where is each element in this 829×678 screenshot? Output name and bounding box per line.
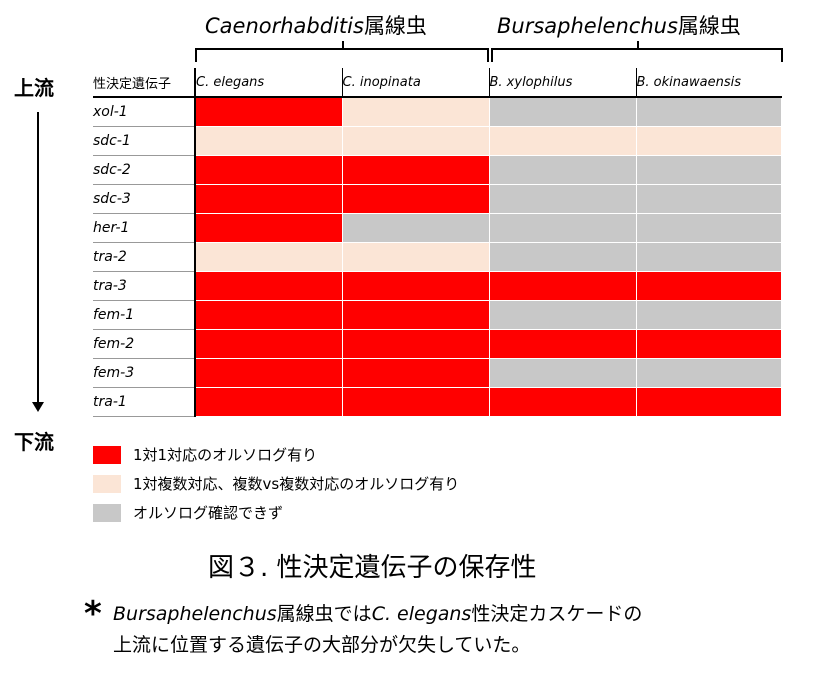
table-row: fem-3 xyxy=(93,358,782,388)
table-row: fem-2 xyxy=(93,329,782,359)
heatmap-cell-one-to-one xyxy=(635,271,782,301)
ortholog-heatmap: 性決定遺伝子 C. elegans C. inopinata B. xyloph… xyxy=(93,68,782,417)
heatmap-cell-many xyxy=(341,126,490,156)
heatmap-cell-none xyxy=(341,213,490,243)
heatmap-cell-many xyxy=(488,126,637,156)
legend-label: オルソログ確認できず xyxy=(133,504,284,522)
table-row: her-1 xyxy=(93,213,782,243)
heatmap-cell-one-to-one xyxy=(341,155,490,185)
heatmap-cell-none xyxy=(488,358,637,388)
gene-label: sdc-2 xyxy=(93,155,196,185)
legend-item: オルソログ確認できず xyxy=(93,498,459,527)
gene-label: tra-1 xyxy=(93,387,196,417)
legend-label: 1対複数対応、複数vs複数対応のオルソログ有り xyxy=(133,475,460,493)
heatmap-cell-one-to-one xyxy=(194,96,343,127)
heatmap-cell-many xyxy=(194,242,343,272)
table-row: fem-1 xyxy=(93,300,782,330)
heatmap-cell-none xyxy=(635,242,782,272)
heatmap-cell-none xyxy=(635,300,782,330)
heatmap-cell-one-to-one xyxy=(341,300,490,330)
heatmap-cell-one-to-one xyxy=(341,358,490,388)
gene-label: fem-3 xyxy=(93,358,196,388)
table-row: tra-1 xyxy=(93,387,782,417)
flow-arrow-line xyxy=(37,112,39,404)
bracket-bursaphelenchus xyxy=(491,41,783,62)
column-header-b-xylophilus: B. xylophilus xyxy=(488,68,636,98)
heatmap-cell-many xyxy=(194,126,343,156)
gene-label: her-1 xyxy=(93,213,196,243)
heatmap-cell-one-to-one xyxy=(194,358,343,388)
table-row: sdc-2 xyxy=(93,155,782,185)
heatmap-cell-one-to-one xyxy=(341,271,490,301)
gene-label: sdc-3 xyxy=(93,184,196,214)
table-row: tra-3 xyxy=(93,271,782,301)
legend-item: 1対1対応のオルソログ有り xyxy=(93,440,459,469)
table-row: sdc-1 xyxy=(93,126,782,156)
heatmap-cell-one-to-one xyxy=(488,329,637,359)
bracket-caenorhabditis xyxy=(195,41,489,62)
heatmap-cell-one-to-one xyxy=(194,155,343,185)
column-header-c-inopinata: C. inopinata xyxy=(341,68,489,98)
flow-arrow-head xyxy=(32,402,44,412)
note-line-1: Bursaphelenchus属線虫ではC. elegans性決定カスケードの xyxy=(113,603,643,625)
heatmap-cell-one-to-one xyxy=(194,329,343,359)
downstream-label: 下流 xyxy=(14,430,54,454)
legend-swatch xyxy=(93,445,121,464)
legend-label: 1対1対応のオルソログ有り xyxy=(133,446,318,464)
heatmap-cell-one-to-one xyxy=(488,387,637,417)
heatmap-cell-one-to-one xyxy=(194,387,343,417)
legend: 1対1対応のオルソログ有り 1対複数対応、複数vs複数対応のオルソログ有り オルソロ… xyxy=(93,440,459,527)
heatmap-cell-one-to-one xyxy=(341,387,490,417)
heatmap-cell-many xyxy=(341,242,490,272)
heatmap-cell-none xyxy=(635,96,782,127)
heatmap-cell-none xyxy=(488,184,637,214)
note-line-2: 上流に位置する遺伝子の大部分が欠失していた。 xyxy=(113,634,531,656)
heatmap-cell-one-to-one xyxy=(635,387,782,417)
legend-swatch xyxy=(93,503,121,522)
heatmap-cell-none xyxy=(635,155,782,185)
heatmap-cell-none xyxy=(635,213,782,243)
heatmap-cell-one-to-one xyxy=(194,184,343,214)
heatmap-cell-none xyxy=(635,184,782,214)
heatmap-cell-many xyxy=(635,126,782,156)
heatmap-cell-one-to-one xyxy=(488,271,637,301)
heatmap-cell-none xyxy=(488,155,637,185)
gene-label: xol-1 xyxy=(93,97,196,127)
note-asterisk: * xyxy=(84,594,102,634)
table-row: tra-2 xyxy=(93,242,782,272)
legend-item: 1対複数対応、複数vs複数対応のオルソログ有り xyxy=(93,469,459,498)
heatmap-cell-none xyxy=(488,242,637,272)
gene-label: tra-3 xyxy=(93,271,196,301)
heatmap-cell-one-to-one xyxy=(635,329,782,359)
gene-label: tra-2 xyxy=(93,242,196,272)
heatmap-cell-many xyxy=(341,96,490,127)
figure-title: 図３. 性決定遺伝子の保存性 xyxy=(208,553,537,583)
table-row: sdc-3 xyxy=(93,184,782,214)
upstream-label: 上流 xyxy=(14,76,54,100)
corner-label: 性決定遺伝子 xyxy=(93,68,196,98)
heatmap-cell-one-to-one xyxy=(194,213,343,243)
heatmap-cell-one-to-one xyxy=(194,271,343,301)
legend-swatch xyxy=(93,474,121,493)
heatmap-cell-none xyxy=(488,300,637,330)
gene-label: fem-2 xyxy=(93,329,196,359)
heatmap-cell-none xyxy=(635,358,782,388)
heatmap-cell-none xyxy=(488,213,637,243)
genus-bursaphelenchus-label: Bursaphelenchus属線虫 xyxy=(497,14,741,38)
gene-label: fem-1 xyxy=(93,300,196,330)
heatmap-cell-one-to-one xyxy=(194,300,343,330)
gene-label: sdc-1 xyxy=(93,126,196,156)
heatmap-cell-none xyxy=(488,96,637,127)
column-header-c-elegans: C. elegans xyxy=(194,68,342,98)
heatmap-cell-one-to-one xyxy=(341,184,490,214)
column-header-b-okinawaensis: B. okinawaensis xyxy=(635,68,781,98)
table-row: xol-1 xyxy=(93,96,782,127)
genus-caenorhabditis-label: Caenorhabditis属線虫 xyxy=(205,14,427,38)
heatmap-cell-one-to-one xyxy=(341,329,490,359)
